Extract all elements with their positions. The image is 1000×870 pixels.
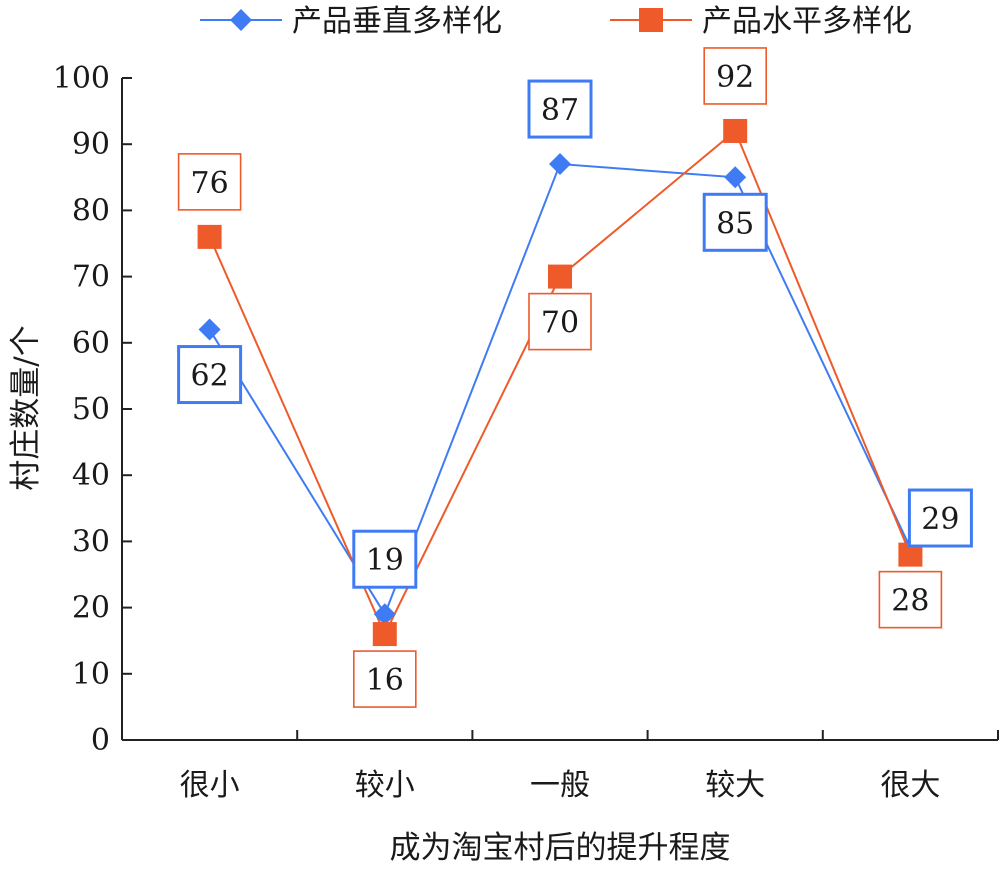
series-markers	[197, 118, 923, 647]
square-marker	[372, 622, 397, 647]
legend-item: 产品垂直多样化	[200, 4, 502, 39]
data-label-box	[177, 153, 242, 211]
y-tick-label: 60	[72, 326, 110, 361]
data-label: 19	[366, 543, 404, 578]
y-axis-title: 村庄数量/个	[8, 325, 44, 490]
diamond-marker	[549, 153, 571, 176]
y-tick-label: 40	[72, 458, 110, 493]
data-label: 76	[191, 166, 229, 201]
data-label-group: 87	[527, 79, 593, 139]
y-tick-label: 20	[72, 591, 110, 626]
y-tick-label: 90	[72, 127, 110, 162]
data-labels: 62 19 87 85 29 76 16 70 92 28	[177, 47, 973, 708]
data-label: 70	[541, 306, 579, 341]
series-line	[208, 129, 912, 637]
series-line	[208, 163, 912, 617]
data-label: 28	[891, 584, 929, 619]
legend-label: 产品垂直多样化	[292, 4, 502, 39]
data-label-group: 29	[907, 488, 973, 548]
axes: 0 10 20 30 40 50 60 70 80 90 100 很小 较小 一般 较大 很大	[53, 61, 999, 803]
data-label-group: 76	[177, 153, 242, 211]
data-label-box	[528, 292, 592, 351]
data-label-group: 28	[878, 570, 943, 629]
x-tick-label: 较小	[355, 768, 415, 803]
data-label-box	[352, 529, 418, 589]
data-label: 29	[921, 502, 959, 537]
y-tick-label: 70	[72, 260, 110, 295]
data-label-box	[703, 47, 768, 105]
square-marker	[639, 8, 663, 32]
series-lines	[208, 129, 912, 637]
data-label-group: 62	[177, 345, 243, 405]
data-label-box	[878, 570, 943, 629]
y-tick-label: 50	[72, 392, 110, 427]
data-label-box	[352, 650, 417, 708]
data-label: 85	[716, 206, 754, 241]
data-label: 87	[541, 93, 579, 128]
data-label: 92	[716, 60, 754, 95]
x-tick-label: 较大	[705, 768, 765, 803]
y-tick-label: 0	[91, 723, 110, 758]
square-marker	[548, 264, 572, 289]
square-marker	[197, 224, 222, 249]
diamond-marker	[198, 318, 221, 341]
data-label-group: 16	[352, 650, 417, 708]
plot-area: 0 10 20 30 40 50 60 70 80 90 100 很小 较小 一般 较大 很大 62 19 87 8…	[53, 47, 999, 803]
y-tick-label: 10	[72, 657, 110, 692]
data-label-group: 70	[528, 292, 592, 351]
x-tick-label: 很小	[180, 768, 240, 803]
x-tick-label: 很大	[880, 768, 940, 803]
legend: 产品垂直多样化 产品水平多样化	[200, 4, 912, 39]
data-label-box	[907, 488, 973, 548]
data-label-group: 85	[702, 192, 768, 252]
data-label-box	[702, 192, 768, 252]
y-tick-label: 80	[72, 193, 110, 228]
data-label-box	[527, 79, 593, 139]
legend-label: 产品水平多样化	[702, 4, 912, 39]
diamond-marker	[230, 9, 252, 31]
data-label: 16	[366, 663, 404, 698]
data-label-group: 92	[703, 47, 768, 105]
x-axis-title: 成为淘宝村后的提升程度	[390, 830, 731, 866]
y-tick-label: 100	[53, 61, 110, 96]
diamond-marker	[373, 603, 396, 626]
data-label-group: 19	[352, 529, 418, 589]
data-label: 62	[191, 359, 229, 394]
x-tick-label: 一般	[530, 768, 590, 803]
data-label-box	[177, 345, 243, 405]
legend-item: 产品水平多样化	[610, 4, 912, 39]
y-tick-label: 30	[72, 524, 110, 559]
square-marker	[723, 118, 748, 143]
diamond-marker	[724, 166, 747, 189]
